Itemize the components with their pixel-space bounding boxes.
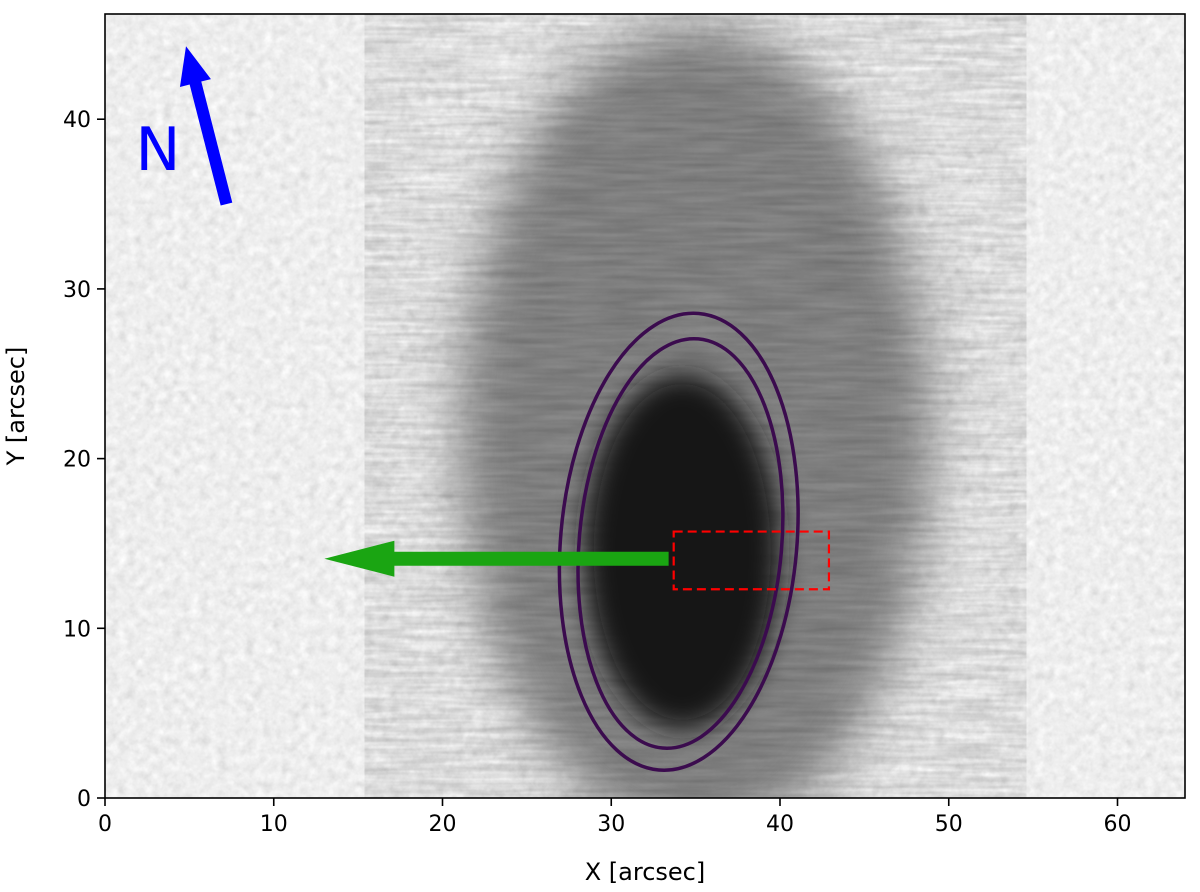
x-tick-label: 20 xyxy=(429,812,457,837)
y-axis-label: Y [arcsec] xyxy=(2,347,30,467)
north-label: N xyxy=(136,115,181,185)
x-tick-label: 40 xyxy=(766,812,794,837)
green-arrow xyxy=(324,540,669,577)
y-tick-label: 30 xyxy=(63,278,91,303)
y-tick-label: 20 xyxy=(63,448,91,473)
y-tick-label: 0 xyxy=(77,787,91,812)
x-tick-label: 30 xyxy=(597,812,625,837)
solar-image xyxy=(105,14,1185,798)
y-tick-label: 10 xyxy=(63,617,91,642)
contour-ellipse-1 xyxy=(557,311,800,772)
y-tick-label: 40 xyxy=(63,108,91,133)
x-tick-label: 50 xyxy=(935,812,963,837)
axes-frame xyxy=(104,13,1186,799)
contours xyxy=(557,311,800,772)
x-tick-label: 60 xyxy=(1104,812,1132,837)
x-tick-label: 10 xyxy=(260,812,288,837)
x-axis-label: X [arcsec] xyxy=(585,858,706,886)
y-axis-ticks: 0 10 20 30 40 xyxy=(63,108,105,812)
x-axis-ticks: 0 10 20 30 40 50 60 xyxy=(98,798,1132,837)
umbra xyxy=(584,373,780,731)
contour-ellipse-2 xyxy=(576,336,785,750)
north-arrow-icon xyxy=(179,46,233,206)
x-tick-label: 0 xyxy=(98,812,112,837)
overlays: N xyxy=(136,46,831,591)
region-box xyxy=(672,530,831,591)
